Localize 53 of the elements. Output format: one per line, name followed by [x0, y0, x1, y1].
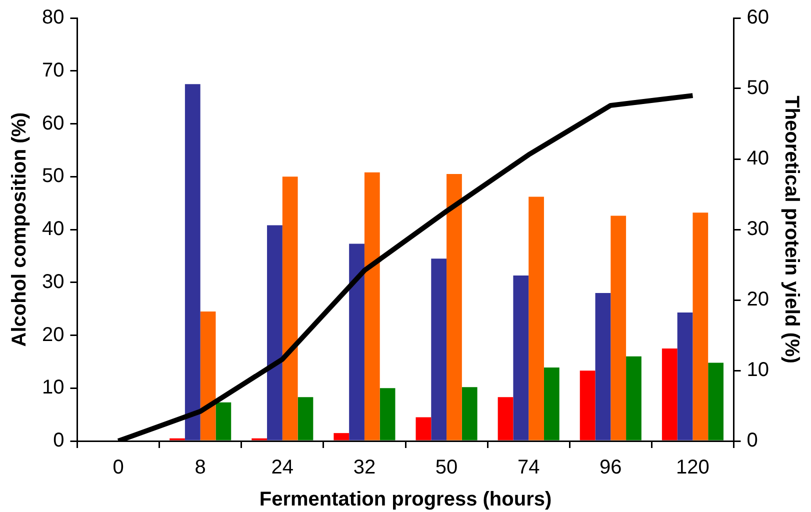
bar — [498, 397, 514, 440]
bar — [282, 176, 298, 440]
y2-tick-label: 40 — [746, 148, 770, 170]
y-tick-label: 80 — [42, 6, 64, 29]
bar — [298, 397, 314, 440]
x-tick-label: 120 — [676, 456, 710, 479]
y2-tick-label: 50 — [746, 77, 770, 100]
y-tick-label: 0 — [53, 430, 64, 452]
bar — [544, 368, 560, 440]
bar — [184, 84, 200, 440]
bar — [662, 348, 678, 440]
y-tick-label: 60 — [42, 112, 64, 134]
bar — [416, 417, 432, 440]
bar — [580, 370, 596, 440]
x-tick-label: 32 — [353, 456, 376, 479]
bar — [462, 387, 478, 440]
y-axis-title: Alcohol composition (%) — [8, 112, 31, 347]
x-tick-label: 0 — [112, 456, 124, 479]
y-tick-label: 20 — [42, 324, 64, 346]
y-tick-label: 40 — [42, 218, 64, 240]
bar — [200, 311, 216, 440]
x-axis-title: Fermentation progress (hours) — [259, 488, 552, 511]
y2-axis-title: Theoretical protein yield (%) — [780, 96, 802, 364]
bar — [513, 276, 529, 440]
bar — [364, 172, 380, 440]
y2-tick-label: 20 — [746, 288, 770, 311]
bar — [595, 292, 611, 440]
bar — [626, 356, 642, 440]
bar — [267, 225, 282, 440]
x-tick-label: 24 — [271, 456, 294, 479]
bar — [380, 388, 396, 440]
y-tick-label: 50 — [42, 165, 64, 188]
bar — [692, 212, 708, 440]
y2-tick-label: 60 — [746, 6, 770, 29]
y-tick-label: 30 — [42, 270, 64, 293]
bar — [610, 216, 626, 440]
bar — [677, 312, 693, 440]
bar — [446, 174, 462, 440]
x-tick-label: 96 — [600, 456, 622, 479]
y2-tick-label: 30 — [746, 218, 770, 240]
y-tick-label: 10 — [42, 376, 64, 399]
bar — [431, 258, 447, 440]
bar — [708, 362, 724, 440]
x-tick-label: 8 — [194, 456, 206, 479]
x-tick-label: 74 — [517, 456, 540, 479]
y2-tick-label: 0 — [746, 430, 758, 452]
bar — [349, 244, 364, 440]
bar — [216, 402, 232, 440]
y2-tick-label: 10 — [746, 359, 770, 382]
bar — [334, 433, 350, 440]
bar — [528, 196, 544, 440]
y-tick-label: 70 — [42, 59, 64, 82]
x-tick-label: 50 — [435, 456, 458, 479]
